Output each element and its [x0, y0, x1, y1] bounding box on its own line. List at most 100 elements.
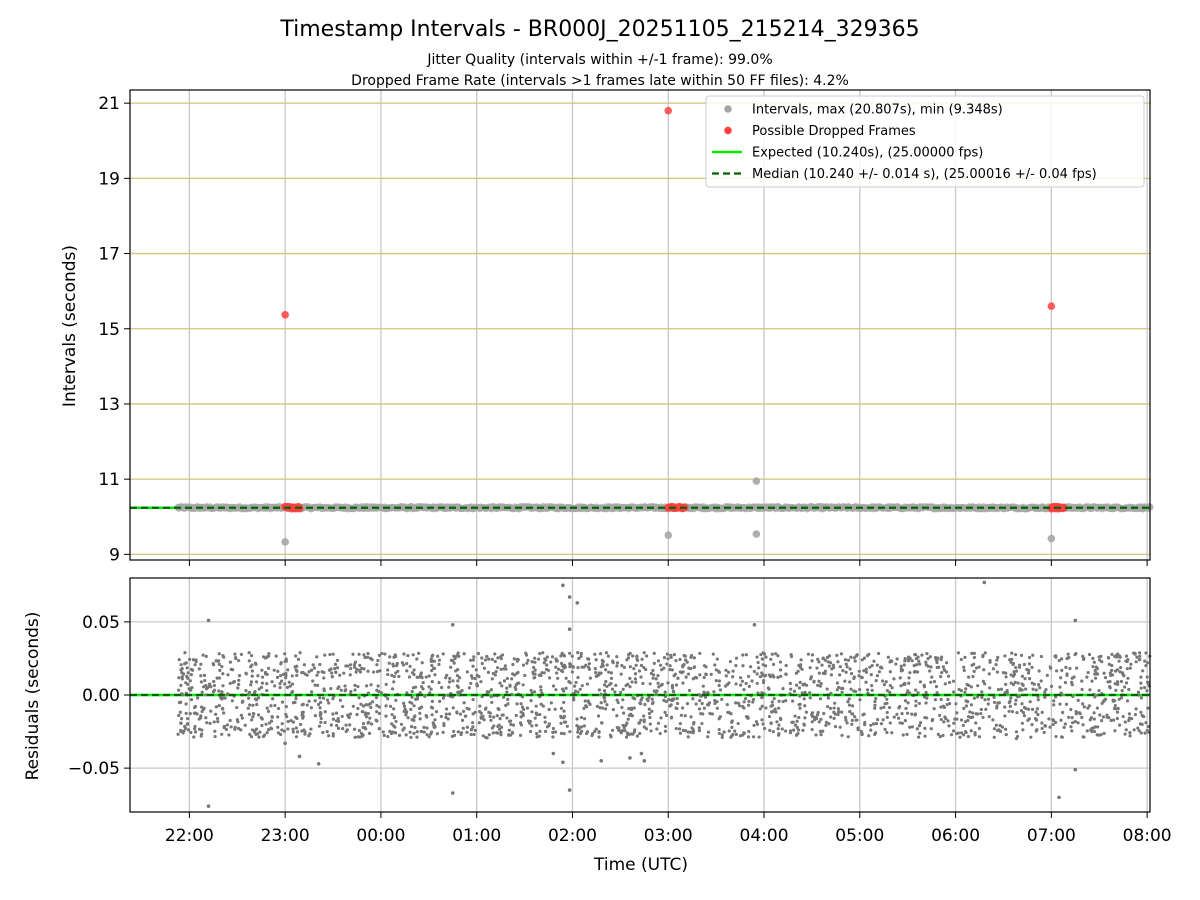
- residual-point: [779, 674, 783, 678]
- residual-point: [869, 723, 873, 727]
- residual-point: [847, 697, 851, 701]
- residual-point: [1146, 706, 1150, 710]
- residual-point: [351, 652, 355, 656]
- residual-point: [518, 721, 523, 725]
- residual-point: [903, 699, 908, 703]
- residual-point: [450, 734, 454, 738]
- residual-point: [178, 710, 182, 714]
- residual-point: [747, 729, 751, 734]
- residual-point: [543, 657, 547, 661]
- residual-point: [908, 671, 912, 675]
- residual-point: [818, 684, 822, 688]
- residual-point: [890, 686, 894, 690]
- residual-point: [939, 705, 943, 709]
- residual-point: [349, 666, 353, 671]
- residual-point: [192, 735, 196, 739]
- residual-point: [419, 685, 424, 689]
- residual-point: [730, 734, 734, 738]
- residual-point: [276, 725, 280, 729]
- residual-point: [962, 706, 966, 710]
- residual-point: [315, 683, 320, 688]
- residual-point: [730, 720, 734, 724]
- residual-point: [415, 730, 419, 734]
- residual-point: [528, 721, 532, 725]
- residual-point: [469, 732, 473, 737]
- residual-point: [838, 665, 842, 669]
- residual-point: [265, 682, 269, 686]
- residual-point: [962, 668, 966, 673]
- residual-point: [179, 717, 184, 721]
- residual-point: [353, 683, 357, 687]
- residual-point: [673, 672, 678, 676]
- residual-point: [601, 706, 605, 710]
- residual-point: [760, 704, 764, 708]
- residual-point: [246, 706, 250, 710]
- residual-point: [929, 727, 933, 731]
- residual-point: [265, 731, 269, 735]
- residual-point: [369, 722, 374, 726]
- residual-point: [357, 652, 361, 656]
- residual-point: [434, 710, 439, 714]
- residual-point: [1125, 699, 1130, 703]
- residual-point: [772, 697, 776, 701]
- residual-point: [1035, 728, 1039, 732]
- residual-point: [422, 730, 426, 734]
- residual-point: [849, 655, 853, 659]
- residual-point: [480, 661, 484, 666]
- residual-point: [829, 691, 833, 695]
- residual-point: [805, 683, 809, 687]
- residual-point: [697, 707, 702, 711]
- residual-point: [249, 718, 254, 722]
- residual-point: [363, 726, 367, 730]
- residual-point: [456, 685, 460, 689]
- residual-point: [873, 699, 877, 704]
- residual-point: [658, 731, 662, 736]
- residual-point: [817, 671, 821, 675]
- residual-point: [248, 703, 252, 707]
- residual-point: [448, 680, 452, 684]
- residual-point: [972, 696, 976, 700]
- residual-point: [490, 700, 494, 705]
- residual-point: [1009, 660, 1013, 664]
- residual-point: [471, 658, 475, 662]
- residual-point: [555, 671, 559, 675]
- residual-point: [405, 669, 409, 673]
- residual-point: [702, 706, 707, 710]
- residual-point: [571, 665, 575, 669]
- residual-point: [237, 678, 241, 683]
- residual-point: [741, 664, 745, 668]
- residual-point: [462, 652, 466, 656]
- residual-point: [469, 681, 473, 686]
- residual-point: [674, 683, 679, 687]
- residual-point: [845, 665, 849, 669]
- residual-point: [420, 661, 424, 665]
- residual-point: [576, 690, 580, 694]
- residual-point: [225, 723, 229, 727]
- residual-point: [632, 706, 636, 710]
- residual-point: [541, 651, 545, 655]
- residual-point: [596, 714, 601, 718]
- residual-point: [217, 659, 221, 663]
- residual-point: [1092, 660, 1096, 664]
- residual-point: [700, 701, 704, 706]
- residual-point: [681, 664, 685, 668]
- residual-point: [663, 729, 668, 733]
- residual-point: [605, 703, 609, 707]
- residual-outlier-point: [642, 759, 647, 763]
- residual-point: [597, 671, 601, 675]
- residual-point: [286, 727, 290, 731]
- residual-point: [248, 732, 252, 736]
- residual-point: [294, 654, 298, 658]
- residual-point: [451, 679, 455, 683]
- residual-point: [564, 676, 568, 680]
- residual-point: [496, 731, 500, 735]
- residual-point: [555, 659, 559, 663]
- residual-point: [366, 711, 370, 716]
- residual-point: [1092, 711, 1096, 715]
- residual-point: [388, 655, 392, 659]
- residual-point: [681, 728, 685, 733]
- residual-point: [280, 700, 285, 704]
- residual-point: [1005, 691, 1009, 695]
- residual-point: [353, 735, 357, 739]
- residual-point: [516, 658, 520, 662]
